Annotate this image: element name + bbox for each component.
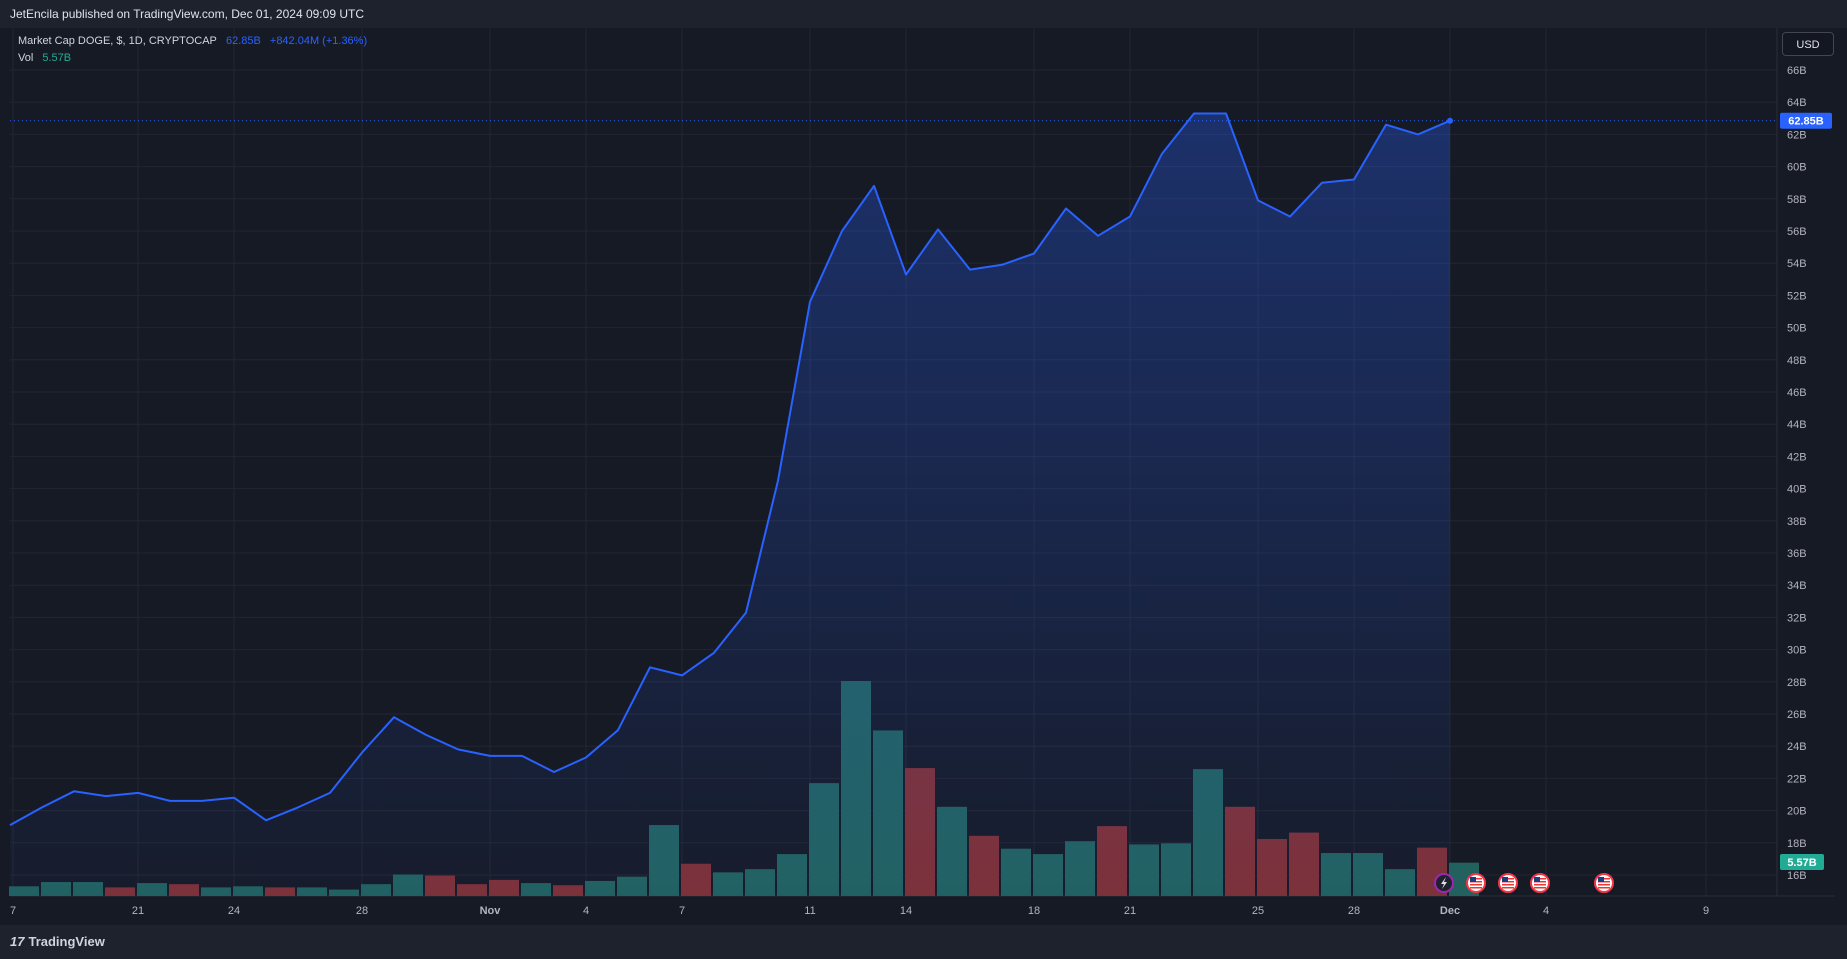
event-circle [1466,873,1486,893]
area-series [9,112,1777,896]
y-tick-label: 36B [1787,548,1807,560]
y-tick-label: 46B [1787,387,1807,399]
y-tick-label: 44B [1787,419,1807,431]
series-line [9,112,1451,826]
x-axis: 7 21 24 28 Nov 4 7 11 14 18 21 25 28 Dec 4 9 [10,895,1835,917]
flag-stripe [1502,887,1514,889]
y-tick-label: 62B [1787,129,1807,141]
y-tick-label: 56B [1787,226,1807,238]
us-flag-icon[interactable] [1498,873,1518,893]
change-value: +842.04M (+1.36%) [269,35,368,47]
y-tick-label: 58B [1787,194,1807,206]
volume-label: Vol [18,52,34,64]
y-tick-label: 50B [1787,323,1807,335]
us-flag-icon[interactable] [1466,873,1486,893]
y-tick-label: 66B [1787,65,1807,77]
flag-canton [1598,877,1604,882]
price-tags: 62.85B 5.57B [1780,112,1832,870]
us-flag-icon[interactable] [1530,873,1550,893]
x-tick-label: 21 [1124,905,1136,917]
x-tick-label: 4 [583,905,589,917]
publish-info: JetEncila published on TradingView.com, … [10,7,364,21]
flag-canton [1470,877,1476,882]
x-tick-label: 9 [1703,905,1709,917]
event-markers[interactable] [1434,873,1614,893]
flag-stripe [1534,884,1546,886]
y-tick-label: 18B [1787,838,1807,850]
area-fill [10,113,1450,896]
y-tick-label: 64B [1787,97,1807,109]
y-tick-label: 38B [1787,516,1807,528]
x-tick-label: 7 [10,905,16,917]
x-tick-label: 18 [1028,905,1040,917]
flag-stripe [1598,887,1610,889]
y-axis[interactable]: 66B 64B 62B 60B 58B 56B 54B 52B 50B 48B 46B 44B 42B 4… [1776,28,1807,896]
tv-icon: 17 [10,934,25,949]
y-tick-label: 34B [1787,580,1807,592]
event-circle [1594,873,1614,893]
volume-legend: Vol 5.57B [18,52,77,64]
last-volume-tag: 5.57B [1787,857,1816,869]
us-flag-icon[interactable] [1594,873,1614,893]
y-tick-label: 42B [1787,451,1807,463]
x-tick-label: 14 [900,905,912,917]
x-tick-label: Nov [480,905,502,917]
flag-stripe [1534,887,1546,889]
flag-stripe [1470,884,1482,886]
x-tick-label: 25 [1252,905,1264,917]
last-price-tag-bg [1780,112,1832,129]
symbol-name: Market Cap DOGE, $, 1D, CRYPTOCAP [18,35,217,47]
volume-value: 5.57B [42,52,72,64]
event-circle [1498,873,1518,893]
flag-stripe [1502,884,1514,886]
y-tick-label: 52B [1787,290,1807,302]
x-tick-label: 24 [228,905,240,917]
flag-canton [1502,877,1508,882]
y-tick-label: 40B [1787,484,1807,496]
brand-label: TradingView [28,934,105,949]
x-tick-label: Dec [1440,905,1460,917]
y-tick-label: 28B [1787,677,1807,689]
y-tick-label: 54B [1787,258,1807,270]
y-tick-label: 30B [1787,645,1807,657]
x-tick-label: 11 [804,905,815,917]
lightning-icon[interactable] [1434,873,1454,893]
event-circle [1530,873,1550,893]
x-tick-label: 28 [356,905,368,917]
x-tick-label: 28 [1348,905,1360,917]
last-value: 62.85B [225,35,261,47]
x-tick-label: 21 [132,905,144,917]
symbol-legend: Market Cap DOGE, $, 1D, CRYPTOCAP 62.85B… [18,35,373,47]
flag-stripe [1598,884,1610,886]
y-tick-label: 20B [1787,806,1807,818]
tradingview-logo[interactable]: 17 TradingView [10,934,105,949]
publish-header: JetEncila published on TradingView.com, … [0,0,1847,28]
footer: 17 TradingView [0,925,1847,959]
y-tick-label: 16B [1787,870,1807,882]
y-tick-label: 48B [1787,355,1807,367]
last-volume-tag-bg [1780,854,1824,870]
y-tick-label: 26B [1787,709,1807,721]
currency-button[interactable]: USD [1782,32,1834,56]
y-tick-label: 60B [1787,162,1807,174]
bolt-glyph [1441,877,1447,889]
y-tick-label: 32B [1787,612,1807,624]
grid [10,28,1777,896]
flag-stripe [1470,887,1482,889]
flag-canton [1534,877,1540,882]
x-tick-label: 7 [679,905,685,917]
y-tick-label: 24B [1787,741,1807,753]
x-tick-label: 4 [1543,905,1549,917]
chart[interactable]: 7 21 24 28 Nov 4 7 11 14 18 21 25 28 Dec 4 9 66B64B62B6… [0,0,1847,925]
y-tick-label: 22B [1787,773,1807,785]
last-price-tag: 62.85B [1788,116,1824,128]
